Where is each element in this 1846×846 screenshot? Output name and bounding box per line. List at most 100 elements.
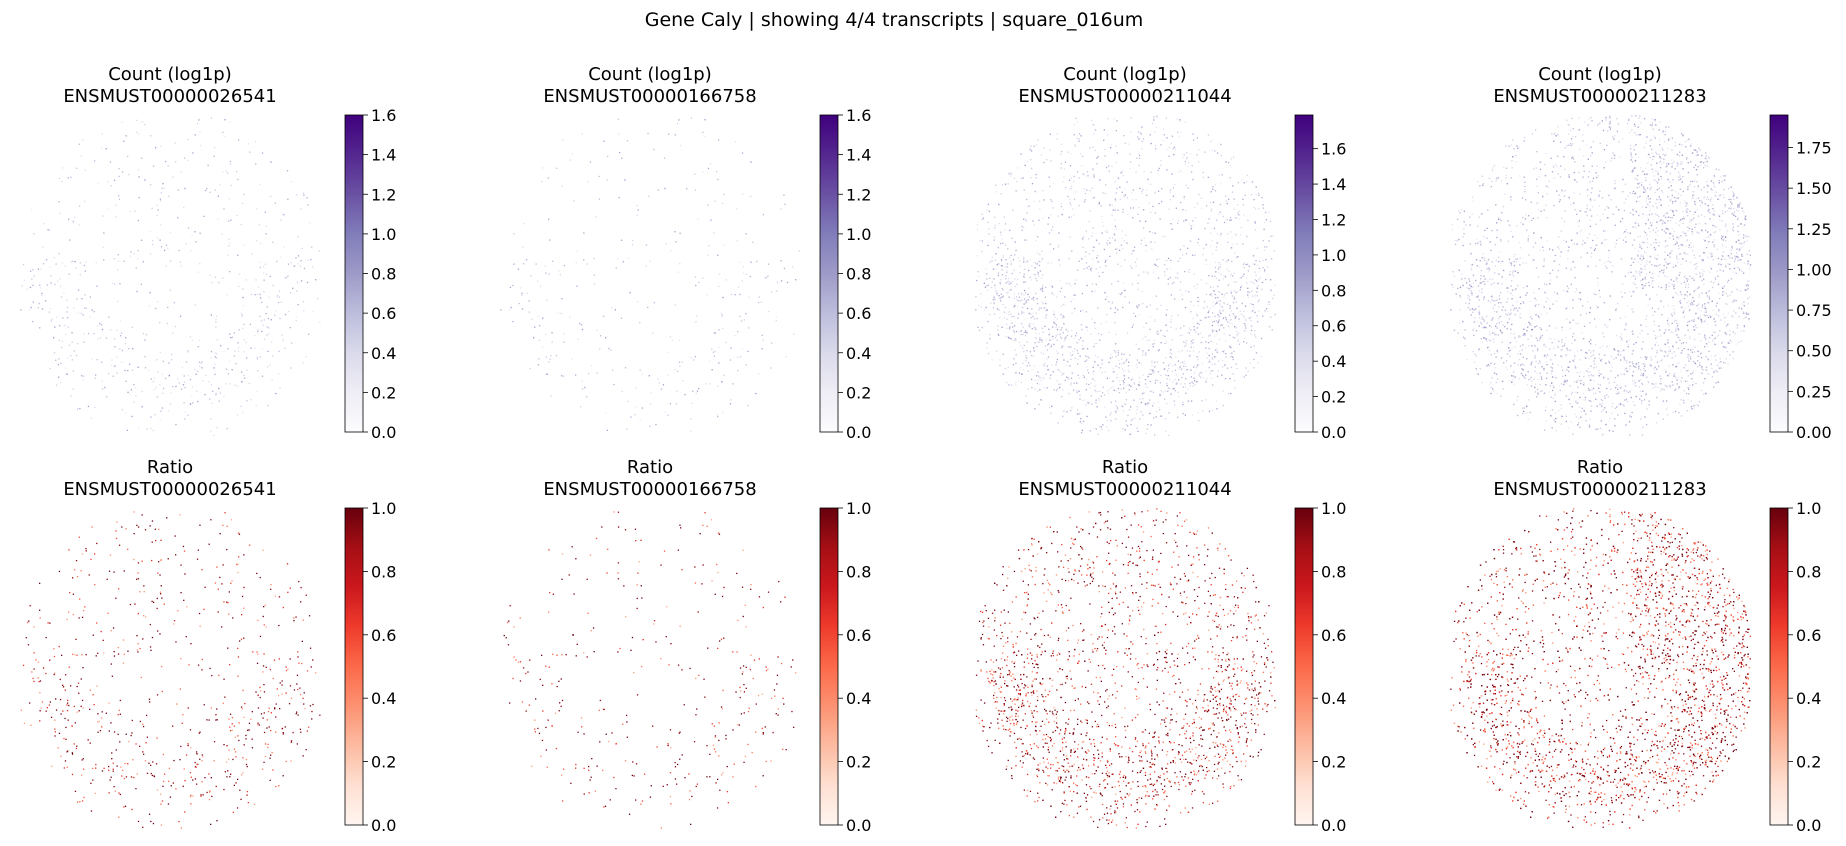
data-point — [225, 368, 228, 370]
data-point — [1057, 369, 1059, 371]
data-point — [1227, 259, 1229, 261]
data-point — [1152, 232, 1154, 234]
data-point — [1650, 139, 1652, 141]
data-point — [260, 297, 262, 299]
data-point — [1177, 314, 1179, 316]
data-point — [1231, 191, 1234, 193]
data-point — [307, 259, 309, 262]
data-point — [994, 284, 996, 286]
data-point — [1733, 214, 1735, 216]
data-point — [741, 193, 744, 195]
data-point — [1025, 261, 1027, 263]
data-point — [249, 323, 252, 326]
data-point — [1653, 383, 1655, 385]
data-point — [1088, 238, 1090, 240]
data-point — [1563, 156, 1565, 158]
data-point — [1129, 265, 1132, 267]
data-point — [990, 302, 992, 304]
data-point — [1059, 329, 1061, 332]
data-point — [1534, 305, 1537, 307]
data-point — [1738, 234, 1740, 236]
data-point — [1227, 325, 1230, 327]
data-point — [1016, 180, 1018, 183]
data-point — [1708, 241, 1710, 243]
data-point — [1138, 377, 1140, 379]
data-point — [1681, 377, 1683, 379]
data-point — [1210, 232, 1212, 234]
data-point — [1732, 357, 1734, 360]
data-point — [102, 215, 104, 217]
data-point — [84, 169, 87, 171]
data-point — [1262, 207, 1265, 209]
data-point — [1518, 358, 1520, 361]
data-point — [583, 259, 585, 261]
data-point — [1038, 403, 1040, 406]
data-point — [1003, 216, 1005, 218]
data-point — [1135, 343, 1137, 345]
data-point — [1713, 231, 1715, 234]
data-point — [57, 280, 59, 282]
data-point — [1224, 275, 1226, 278]
data-point — [1266, 303, 1269, 305]
data-point — [1510, 230, 1512, 233]
data-point — [1143, 209, 1145, 211]
data-point — [1073, 123, 1075, 126]
data-point — [1226, 200, 1228, 202]
data-point — [1536, 325, 1538, 327]
data-point — [237, 139, 240, 141]
data-point — [1642, 341, 1644, 343]
data-point — [1061, 317, 1064, 319]
data-point — [1043, 161, 1045, 164]
data-point — [1253, 306, 1255, 308]
data-point — [1216, 351, 1218, 353]
data-point — [1123, 135, 1125, 137]
data-point — [220, 345, 222, 347]
data-point — [116, 356, 118, 358]
data-point — [1205, 316, 1207, 319]
data-point — [1076, 342, 1078, 344]
data-point — [550, 355, 552, 357]
data-point — [289, 327, 291, 329]
data-point — [639, 369, 641, 371]
data-point — [1510, 264, 1513, 266]
data-point — [1160, 159, 1162, 162]
data-point — [647, 132, 649, 135]
data-point — [1008, 173, 1010, 175]
data-point — [1138, 164, 1140, 167]
data-point — [780, 208, 782, 210]
data-point — [1666, 320, 1669, 322]
data-point — [1727, 279, 1730, 281]
data-point — [148, 305, 151, 307]
data-point — [636, 204, 638, 207]
data-point — [1243, 266, 1245, 269]
data-point — [259, 266, 261, 269]
data-point — [620, 317, 623, 319]
data-point — [1060, 347, 1062, 349]
data-point — [1242, 263, 1245, 265]
data-point — [1230, 290, 1232, 292]
data-point — [1234, 315, 1236, 317]
data-point — [1235, 327, 1237, 329]
data-point — [1587, 158, 1589, 160]
data-point — [1235, 281, 1237, 283]
data-point — [1063, 359, 1065, 361]
data-point — [1148, 202, 1150, 204]
data-point — [1170, 349, 1172, 351]
data-point — [1481, 175, 1483, 177]
data-point — [1134, 417, 1136, 420]
data-point — [1075, 117, 1077, 120]
data-point — [1185, 344, 1187, 346]
data-point — [183, 381, 186, 383]
data-point — [1668, 282, 1670, 284]
data-point — [1211, 324, 1214, 327]
data-point — [1084, 192, 1087, 195]
data-point — [999, 231, 1002, 233]
data-point — [240, 223, 242, 226]
data-point — [1718, 292, 1720, 294]
data-point — [1195, 331, 1197, 333]
data-point — [1676, 325, 1679, 327]
data-point — [1267, 266, 1269, 268]
data-point — [278, 350, 280, 352]
data-point — [1661, 229, 1663, 231]
data-point — [1036, 318, 1038, 320]
